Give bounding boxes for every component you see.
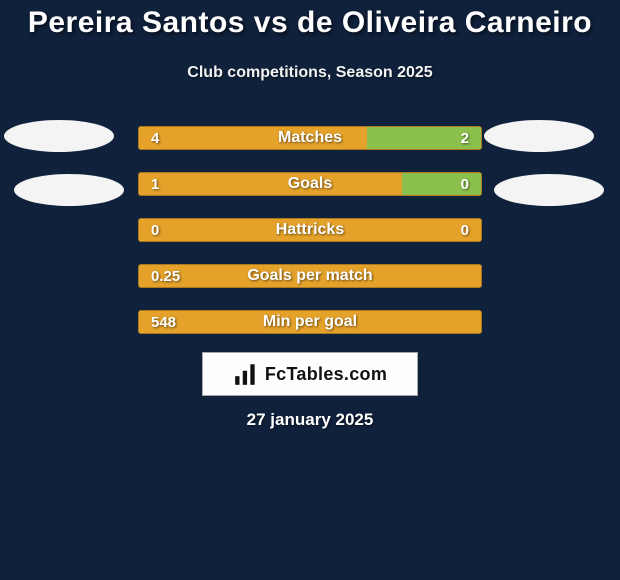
stat-label: Matches	[139, 127, 481, 149]
stat-label: Hattricks	[139, 219, 481, 241]
stat-row: 548 Min per goal	[138, 310, 482, 334]
stat-row: 4 2 Matches	[138, 126, 482, 150]
attribution-box: FcTables.com	[202, 352, 418, 396]
stat-label: Goals per match	[139, 265, 481, 287]
stat-row: 0.25 Goals per match	[138, 264, 482, 288]
player1-ellipse-bot	[14, 174, 124, 206]
attribution-text: FcTables.com	[265, 364, 387, 385]
stat-row: 0 0 Hattricks	[138, 218, 482, 242]
stat-label: Goals	[139, 173, 481, 195]
comparison-card: Pereira Santos vs de Oliveira Carneiro C…	[0, 0, 620, 580]
player2-ellipse-top	[484, 120, 594, 152]
render-date: 27 january 2025	[0, 410, 620, 430]
player1-ellipse-top	[4, 120, 114, 152]
subtitle: Club competitions, Season 2025	[0, 64, 620, 82]
player2-ellipse-bot	[494, 174, 604, 206]
title: Pereira Santos vs de Oliveira Carneiro	[0, 6, 620, 40]
stat-row: 1 0 Goals	[138, 172, 482, 196]
bar-chart-icon	[233, 361, 259, 387]
stat-label: Min per goal	[139, 311, 481, 333]
